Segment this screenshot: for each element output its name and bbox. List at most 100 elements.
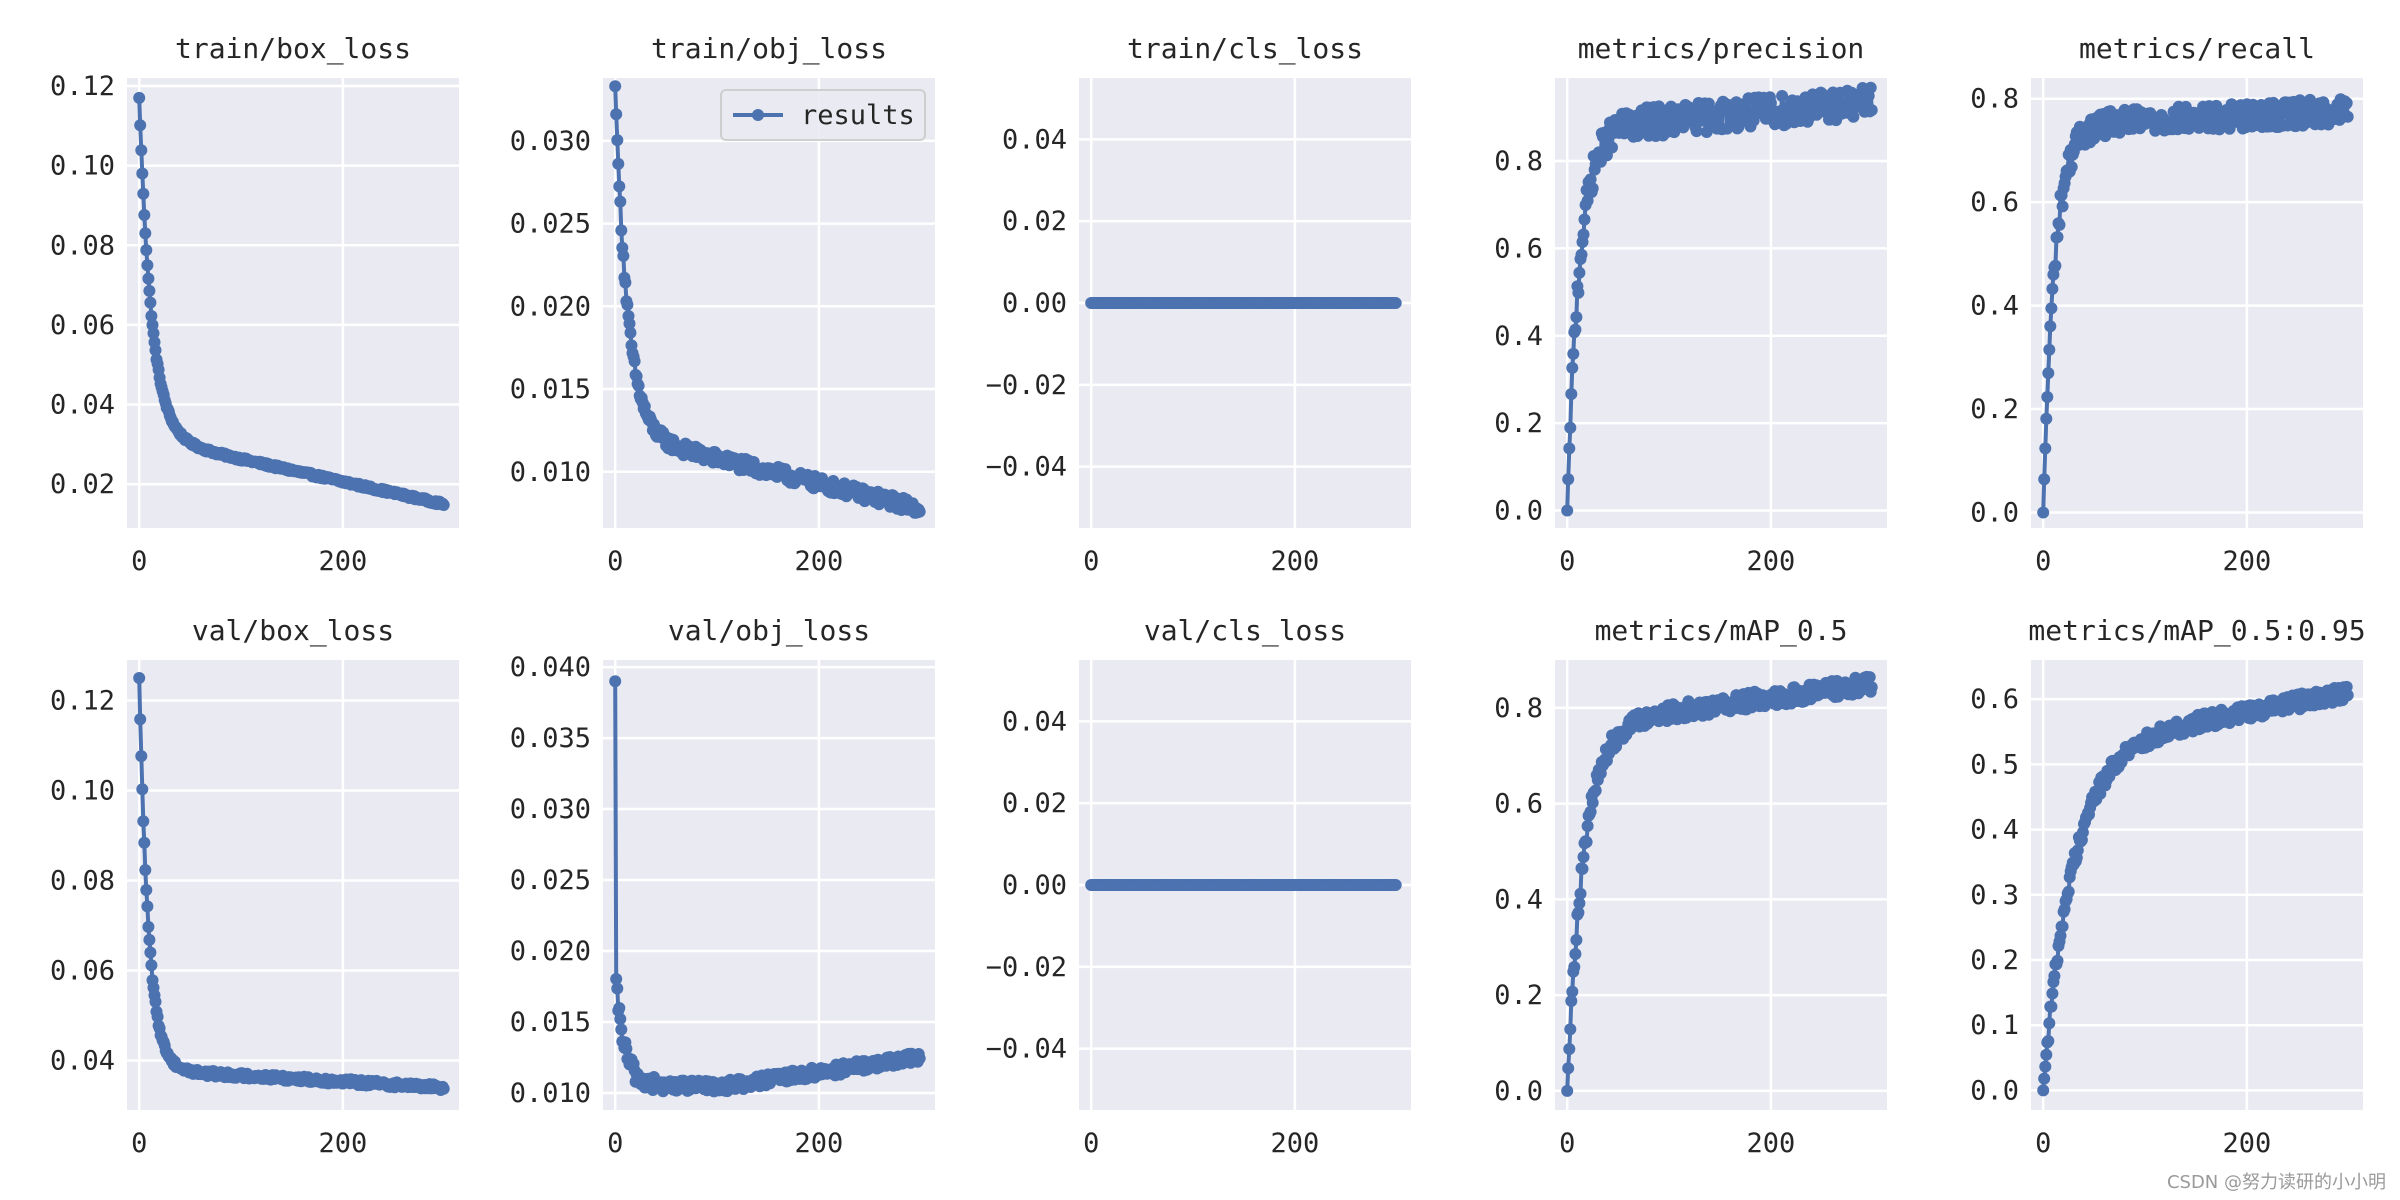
data-point: [2046, 987, 2059, 1000]
data-point: [613, 180, 626, 193]
panel-metrics-precision: metrics/precision 0 200 0.0 0.2 0.4 0.6 0.8: [1494, 32, 1887, 577]
data-point: [138, 209, 151, 221]
y-tick-label: 0.06: [50, 310, 115, 341]
data-point: [1572, 286, 1585, 299]
y-tick-label: −0.02: [986, 952, 1067, 983]
data-point: [1575, 248, 1588, 261]
panel-title: train/obj_loss: [651, 32, 887, 66]
data-point: [2038, 1072, 2051, 1085]
x-tick-label: 0: [131, 1128, 147, 1159]
data-point: [1566, 985, 1579, 998]
y-tick-label: 0.04: [1002, 706, 1067, 737]
y-tick-label: 0.015: [510, 374, 591, 405]
data-point: [614, 195, 627, 208]
data-point: [2037, 1084, 2050, 1097]
x-tick-label: 0: [131, 546, 147, 577]
data-point: [632, 379, 645, 392]
data-point: [140, 244, 153, 257]
data-point: [1562, 1062, 1575, 1075]
y-tick-label: 0.8: [1494, 146, 1543, 177]
y-tick-label: 0.2: [1970, 394, 2019, 425]
panel-title: metrics/mAP_0.5:0.95: [2028, 614, 2365, 648]
x-tick-label: 200: [795, 1128, 844, 1159]
panel-title: metrics/recall: [2079, 32, 2315, 65]
panel-title: val/cls_loss: [1144, 614, 1346, 648]
y-tick-label: 0.0: [1970, 497, 2019, 528]
data-point: [145, 959, 158, 972]
panel-title: metrics/mAP_0.5: [1595, 614, 1848, 648]
y-tick-label: 0.030: [510, 794, 591, 825]
data-point: [2048, 970, 2061, 982]
data-point: [1569, 323, 1582, 336]
y-tick-label: 0.0: [1494, 496, 1543, 527]
data-point: [1704, 103, 1717, 116]
panel-train-cls-loss: train/cls_loss 0 200 −0.04 −0.02 0.00 0.02 0.04: [986, 32, 1411, 577]
y-tick-label: 0.035: [510, 723, 591, 754]
data-point: [1389, 879, 1402, 891]
axes-background: [2031, 78, 2363, 528]
data-point: [2043, 343, 2056, 356]
data-point: [609, 80, 622, 93]
x-tick-label: 200: [2223, 546, 2272, 577]
x-tick-label: 200: [1271, 1128, 1320, 1159]
x-tick-label: 0: [1083, 1128, 1099, 1159]
data-point: [2042, 1035, 2055, 1047]
data-point: [137, 187, 150, 200]
y-tick-label: 0.00: [1002, 870, 1067, 901]
x-tick-label: 200: [319, 546, 368, 577]
data-point: [437, 1082, 450, 1095]
y-tick-label: 0.8: [1494, 693, 1543, 724]
y-tick-label: 0.030: [510, 126, 591, 157]
data-point: [2040, 1048, 2053, 1061]
data-point: [2046, 282, 2059, 295]
data-point: [2065, 161, 2078, 173]
y-tick-label: 0.6: [1970, 684, 2019, 715]
axes-background: [127, 78, 459, 528]
data-point: [1865, 681, 1878, 694]
data-point: [133, 91, 146, 104]
data-point: [2040, 412, 2053, 425]
data-point: [2044, 320, 2057, 333]
data-point: [619, 276, 632, 289]
x-tick-label: 0: [2035, 546, 2051, 577]
data-point: [1573, 266, 1586, 279]
data-point: [1561, 1084, 1574, 1097]
data-point: [1863, 671, 1876, 684]
data-point: [623, 317, 636, 330]
x-tick-label: 0: [1559, 546, 1575, 577]
data-point: [1581, 820, 1594, 832]
y-tick-label: 0.06: [50, 956, 115, 987]
data-point: [1567, 347, 1580, 360]
data-point: [1577, 851, 1590, 863]
y-tick-label: 0.040: [510, 652, 591, 683]
data-point: [624, 326, 637, 339]
data-point: [611, 982, 624, 995]
y-tick-label: 0.10: [50, 776, 115, 807]
panel-title: metrics/precision: [1578, 32, 1865, 65]
data-point: [1584, 805, 1597, 818]
legend: results: [720, 89, 926, 141]
panel-metrics-recall: metrics/recall 0 200 0.0 0.2 0.4 0.6 0.8: [1970, 32, 2363, 577]
y-tick-label: 0.0: [1970, 1075, 2019, 1106]
data-point: [609, 675, 622, 688]
y-tick-label: 0.010: [510, 1078, 591, 1109]
y-tick-label: 0.015: [510, 1007, 591, 1038]
data-point: [1570, 311, 1583, 324]
data-point: [2340, 97, 2353, 109]
data-point: [2042, 367, 2055, 380]
x-tick-label: 200: [319, 1128, 368, 1159]
data-point: [2062, 885, 2075, 898]
data-point: [1847, 110, 1860, 123]
data-point: [613, 1002, 626, 1014]
axes-background: [603, 660, 935, 1110]
x-tick-label: 200: [1747, 1128, 1796, 1159]
data-point: [615, 224, 628, 237]
data-point: [144, 296, 157, 309]
data-point: [141, 259, 154, 272]
y-tick-label: 0.02: [1002, 206, 1067, 237]
y-tick-label: 0.1: [1970, 1010, 2019, 1041]
legend-label: results: [801, 100, 915, 131]
y-tick-label: 0.2: [1494, 408, 1543, 439]
panel-val-box-loss: val/box_loss 0 200 0.04 0.06 0.08 0.10 0.12: [50, 614, 459, 1159]
legend-marker: [752, 109, 764, 121]
